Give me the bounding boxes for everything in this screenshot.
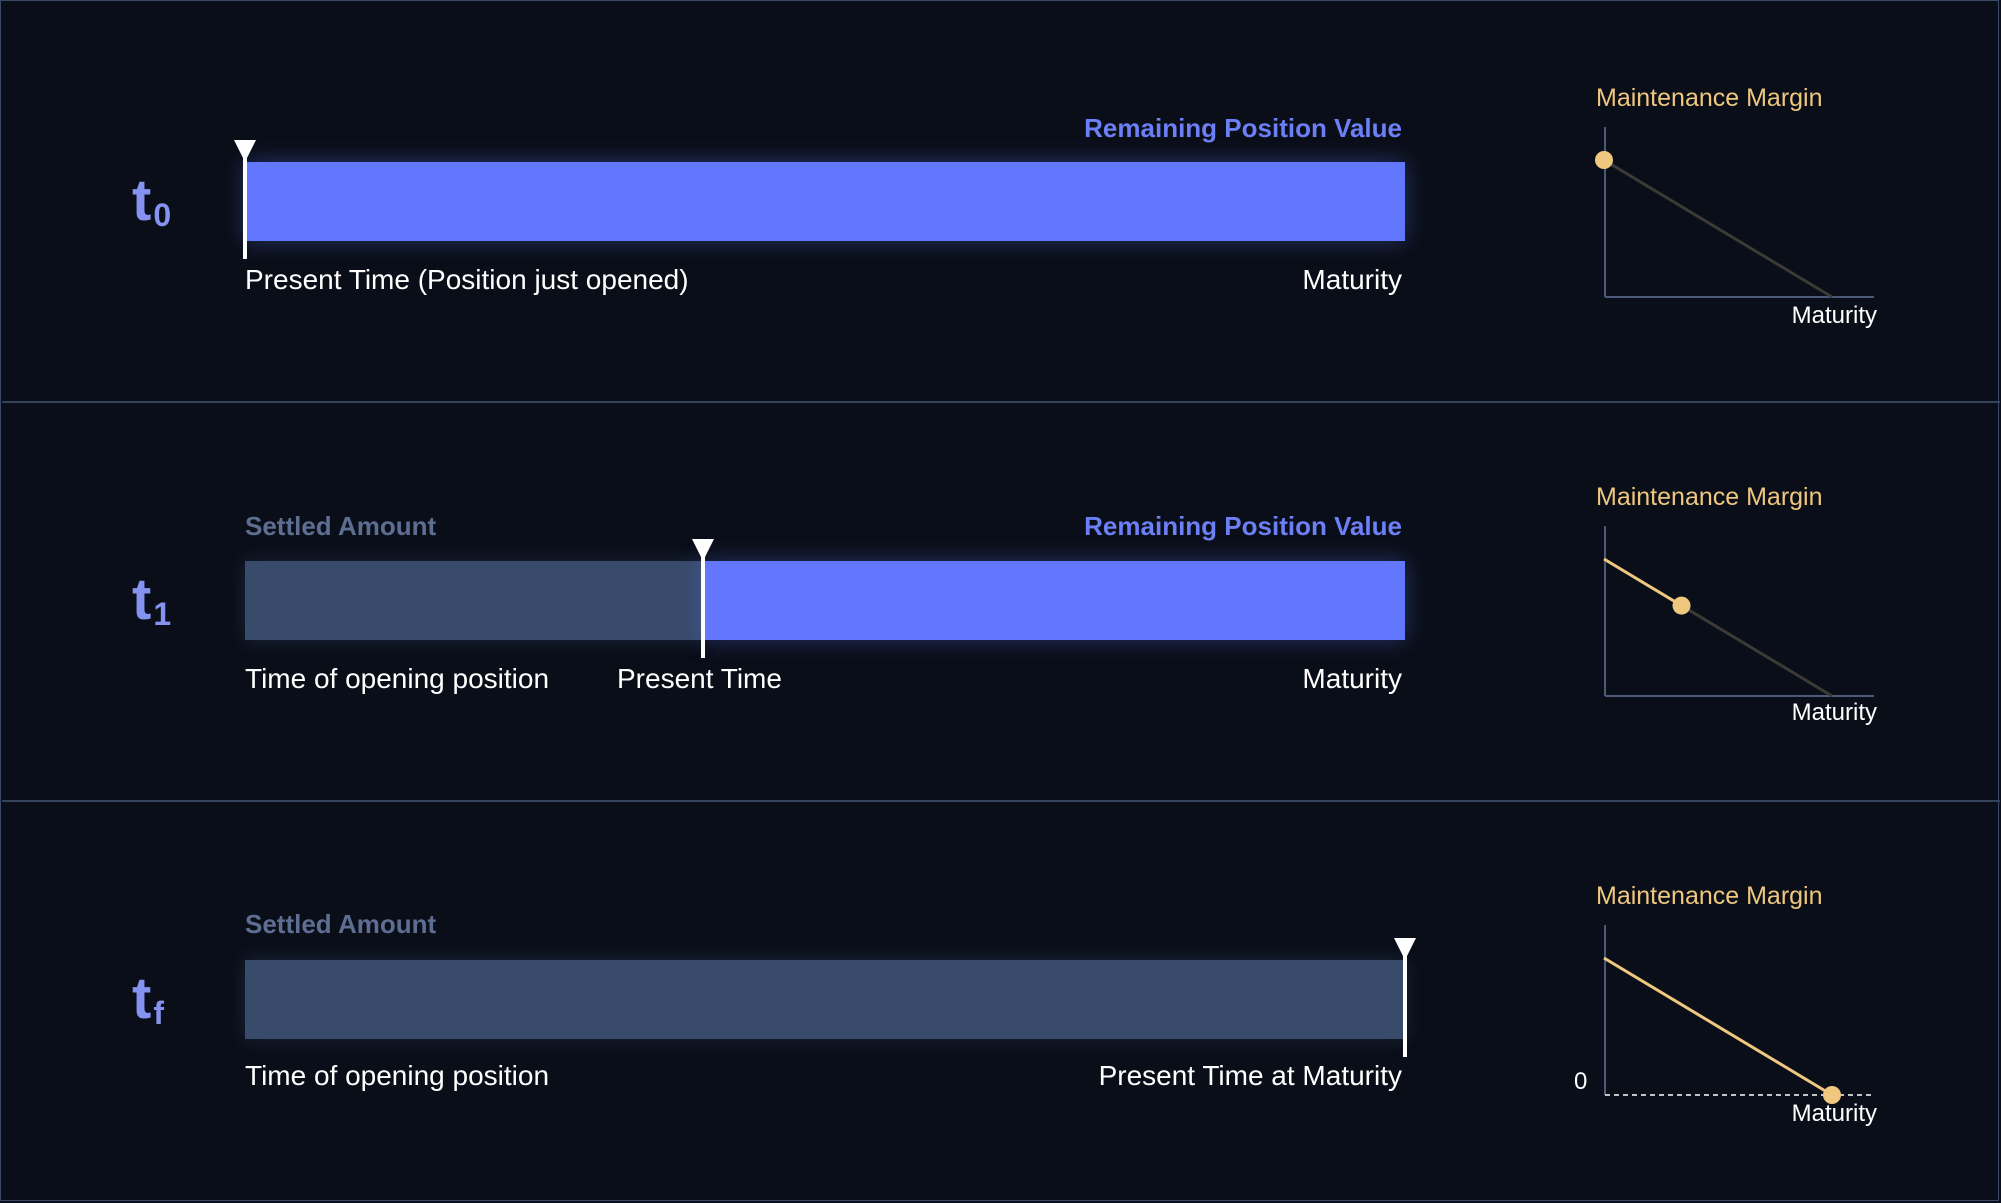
marker-triangle-icon [234, 140, 256, 162]
position-bar [245, 162, 1405, 241]
panel-tf: tf Settled Amount Time of opening positi… [2, 800, 2000, 1199]
remaining-position-label: Remaining Position Value [1084, 511, 1402, 541]
marker-line [243, 156, 247, 259]
remaining-position-label: Remaining Position Value [1084, 113, 1402, 143]
panel-t0: t0 Remaining Position Value Present Time… [2, 2, 2000, 401]
maintenance-margin-title: Maintenance Margin [1596, 483, 1823, 511]
maturity-axis-label: Maturity [1791, 699, 1877, 726]
start-time-label: Present Time (Position just opened) [245, 264, 689, 295]
end-time-label: Maturity [1302, 264, 1402, 295]
maturity-axis-label: Maturity [1791, 302, 1877, 329]
end-time-label: Maturity [1302, 663, 1402, 694]
margin-current-point [1823, 1086, 1841, 1104]
end-time-label: Present Time at Maturity [1098, 1060, 1402, 1091]
present-time-label: Present Time [617, 663, 782, 694]
settled-amount-label: Settled Amount [245, 511, 437, 541]
stage-label: t0 [132, 168, 172, 233]
settled-amount-label: Settled Amount [245, 909, 437, 939]
margin-current-point [1595, 151, 1613, 169]
margin-traveled-line [1603, 557, 1683, 607]
marker-triangle-icon [692, 539, 715, 561]
marker-triangle-icon [1394, 938, 1416, 960]
maturity-axis-label: Maturity [1791, 1100, 1877, 1127]
remaining-segment [245, 162, 1405, 241]
panel-divider [2, 800, 2000, 802]
maintenance-margin-chart [1603, 526, 1874, 698]
panel-t1: t1 Settled Amount Remaining Position Val… [2, 401, 2000, 800]
marker-line [1403, 954, 1407, 1057]
settled-segment [245, 561, 704, 640]
margin-traveled-line [1603, 956, 1833, 1097]
stage-label: t1 [132, 567, 172, 632]
maintenance-margin-chart [1603, 925, 1874, 1104]
maintenance-margin-title: Maintenance Margin [1596, 882, 1823, 910]
margin-remaining-line [1680, 604, 1833, 698]
stage-label: tf [132, 966, 164, 1031]
margin-remaining-line [1603, 158, 1833, 299]
panel-divider [2, 401, 2000, 403]
margin-current-point [1672, 596, 1691, 615]
maintenance-margin-chart [1595, 127, 1874, 299]
settled-segment [245, 960, 1405, 1039]
start-time-label: Time of opening position [245, 663, 550, 694]
remaining-segment [703, 561, 1405, 640]
maintenance-margin-title: Maintenance Margin [1596, 84, 1823, 112]
position-bar [245, 960, 1405, 1039]
start-time-label: Time of opening position [245, 1060, 550, 1091]
marker-line [701, 555, 706, 658]
position-bar [245, 561, 1405, 640]
zero-axis-label: 0 [1574, 1068, 1588, 1095]
